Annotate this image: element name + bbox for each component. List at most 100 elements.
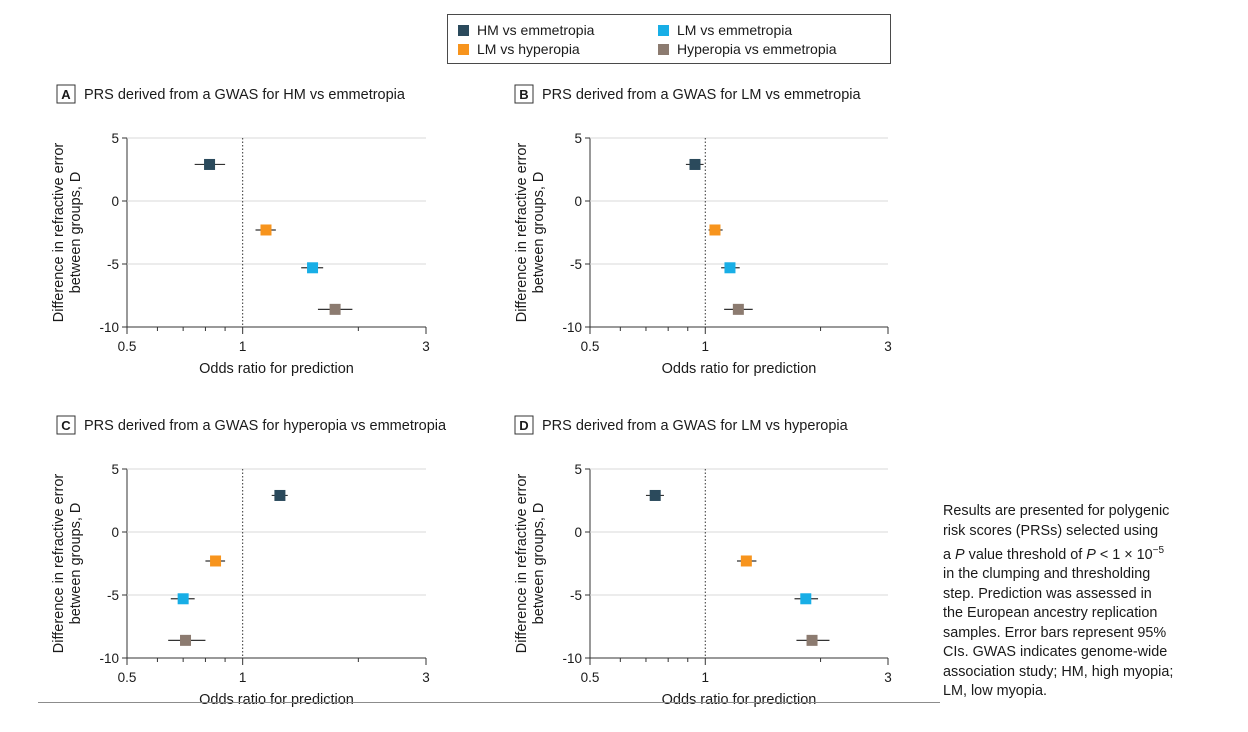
legend-swatch xyxy=(658,25,669,36)
x-tick-label: 1 xyxy=(239,339,247,354)
panel-title: PRS derived from a GWAS for HM vs emmetr… xyxy=(84,87,406,103)
x-tick-label: 1 xyxy=(702,670,710,685)
caption-line: in the clumping and thresholding xyxy=(943,566,1151,583)
caption-line: Results are presented for polygenic xyxy=(943,503,1170,519)
legend-label: Hyperopia vs emmetropia xyxy=(677,41,837,57)
y-axis-label-line2: between groups, D xyxy=(68,172,84,294)
caption-line: LM, low myopia. xyxy=(943,683,1047,700)
caption-line: the European ancestry replication xyxy=(943,605,1158,622)
panel-letter: D xyxy=(519,418,528,433)
y-tick-label: 5 xyxy=(111,462,119,477)
y-tick-label: -5 xyxy=(107,588,119,603)
x-tick-label: 0.5 xyxy=(581,339,600,354)
panel-letter-box xyxy=(56,415,76,435)
chart-legend: HM vs emmetropia LM vs emmetropia LM vs … xyxy=(447,14,891,64)
y-axis-label-line2: between groups, D xyxy=(68,503,84,625)
y-tick-label: 5 xyxy=(111,131,119,146)
data-point xyxy=(732,303,744,315)
x-axis-label: Odds ratio for prediction xyxy=(199,692,354,708)
y-axis-label-line2: between groups, D xyxy=(531,172,547,294)
data-point xyxy=(329,303,341,315)
y-tick-label: 0 xyxy=(574,525,582,540)
legend-swatch xyxy=(458,25,469,36)
x-tick-label: 0.5 xyxy=(581,670,600,685)
caption-line: association study; HM, high myopia; xyxy=(943,663,1174,680)
x-tick-label: 1 xyxy=(239,670,247,685)
legend-swatch xyxy=(458,44,469,55)
data-point xyxy=(260,224,272,236)
y-axis-label: Difference in refractive errorbetween gr… xyxy=(514,474,547,654)
data-point xyxy=(806,634,818,646)
y-axis-label-line1: Difference in refractive error xyxy=(514,143,530,323)
x-axis-label: Odds ratio for prediction xyxy=(662,361,817,377)
caption-italic-p: P xyxy=(1086,546,1096,563)
y-tick-label: -10 xyxy=(562,651,582,666)
data-point xyxy=(307,262,319,274)
data-point xyxy=(740,555,752,567)
data-point xyxy=(204,158,216,170)
caption-line: a P value threshold of P < 1 × 10−5 xyxy=(943,541,1248,565)
legend-label: LM vs emmetropia xyxy=(677,22,793,38)
legend-item-lm-emmetropia: LM vs emmetropia xyxy=(658,22,792,38)
panel-title: PRS derived from a GWAS for hyperopia vs… xyxy=(84,418,447,434)
y-axis-label: Difference in refractive errorbetween gr… xyxy=(51,474,84,654)
data-point xyxy=(177,593,189,605)
y-tick-label: -10 xyxy=(562,320,582,335)
panel-letter: B xyxy=(519,87,528,102)
x-tick-label: 3 xyxy=(422,339,430,354)
data-point xyxy=(274,489,286,501)
figure-divider xyxy=(38,702,940,703)
y-tick-label: 0 xyxy=(111,525,119,540)
panel-letter-box xyxy=(514,415,534,435)
caption-italic-p: P xyxy=(955,546,965,563)
data-point xyxy=(800,593,812,605)
figure-caption: Results are presented for polygenic risk… xyxy=(943,502,1248,702)
caption-text: value threshold of xyxy=(964,546,1087,563)
y-axis-label-line1: Difference in refractive error xyxy=(514,474,530,654)
caption-text: a xyxy=(943,546,956,563)
legend-label: HM vs emmetropia xyxy=(477,22,595,38)
x-axis-label: Odds ratio for prediction xyxy=(199,361,354,377)
data-point xyxy=(180,634,192,646)
data-point xyxy=(649,489,661,501)
data-point xyxy=(210,555,222,567)
x-tick-label: 0.5 xyxy=(118,339,137,354)
legend-item-hm-emmetropia: HM vs emmetropia xyxy=(458,22,594,38)
panel-letter: C xyxy=(61,418,71,433)
caption-line: CIs. GWAS indicates genome-wide xyxy=(943,644,1168,661)
y-axis-label: Difference in refractive errorbetween gr… xyxy=(514,143,547,323)
x-tick-label: 3 xyxy=(884,339,892,354)
y-tick-label: -5 xyxy=(570,257,582,272)
data-point xyxy=(724,262,736,274)
legend-swatch xyxy=(658,44,669,55)
x-tick-label: 3 xyxy=(884,670,892,685)
caption-line: step. Prediction was assessed in xyxy=(943,585,1152,602)
panel-title: PRS derived from a GWAS for LM vs hypero… xyxy=(542,418,849,434)
y-tick-label: -10 xyxy=(99,320,119,335)
legend-item-hyperopia-emmetropia: Hyperopia vs emmetropia xyxy=(658,41,837,57)
caption-line: risk scores (PRSs) selected using xyxy=(943,522,1159,539)
caption-line: samples. Error bars represent 95% xyxy=(943,624,1167,641)
y-axis-label-line1: Difference in refractive error xyxy=(51,474,67,654)
panel-letter-box xyxy=(514,84,534,104)
caption-superscript: −5 xyxy=(1152,545,1165,556)
caption-text: < 1 × 10 xyxy=(1095,546,1153,563)
x-tick-label: 0.5 xyxy=(118,670,137,685)
data-point xyxy=(689,158,701,170)
y-axis-label: Difference in refractive errorbetween gr… xyxy=(51,143,84,323)
y-axis-label-line2: between groups, D xyxy=(531,503,547,625)
x-tick-label: 1 xyxy=(702,339,710,354)
data-point xyxy=(709,224,721,236)
y-tick-label: -5 xyxy=(107,257,119,272)
panel-letter: A xyxy=(61,87,71,102)
panel-letter-box xyxy=(56,84,76,104)
y-tick-label: 0 xyxy=(574,194,582,209)
y-tick-label: -10 xyxy=(99,651,119,666)
panel-title: PRS derived from a GWAS for LM vs emmetr… xyxy=(542,87,861,103)
x-axis-label: Odds ratio for prediction xyxy=(662,692,817,708)
y-tick-label: 0 xyxy=(111,194,119,209)
y-tick-label: 5 xyxy=(574,131,582,146)
y-tick-label: -5 xyxy=(570,588,582,603)
y-axis-label-line1: Difference in refractive error xyxy=(51,143,67,323)
